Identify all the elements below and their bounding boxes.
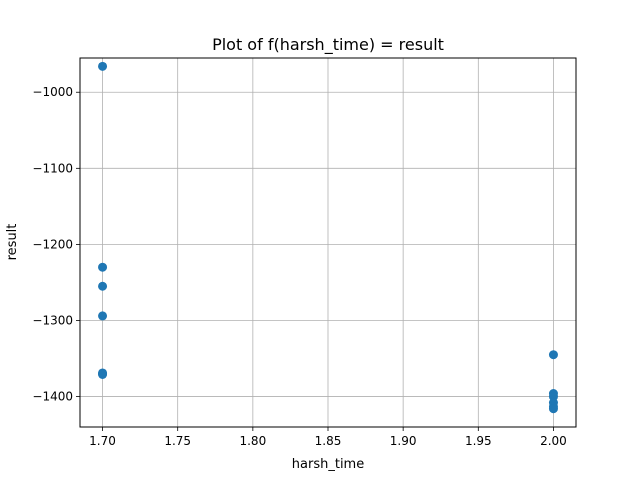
chart-title: Plot of f(harsh_time) = result xyxy=(212,35,444,55)
x-axis-ticks: 1.70 1.75 1.80 1.85 1.90 1.95 2.00 xyxy=(89,427,567,448)
y-tick-label: −1400 xyxy=(32,390,73,404)
grid-lines xyxy=(80,58,576,427)
x-axis-label: harsh_time xyxy=(292,457,364,472)
y-tick-label: −1300 xyxy=(32,313,73,327)
data-point xyxy=(548,350,558,360)
data-point xyxy=(98,311,108,321)
y-axis-ticks: −1400 −1300 −1200 −1100 −1000 xyxy=(32,85,80,404)
data-point xyxy=(548,404,558,414)
data-point xyxy=(98,262,108,272)
data-point xyxy=(98,281,108,291)
x-tick-label: 1.70 xyxy=(89,434,116,448)
data-points xyxy=(98,61,558,414)
x-tick-label: 1.95 xyxy=(465,434,492,448)
y-axis-label: result xyxy=(5,224,20,261)
y-tick-label: −1200 xyxy=(32,237,73,251)
x-tick-label: 1.80 xyxy=(239,434,266,448)
y-tick-label: −1100 xyxy=(32,161,73,175)
x-tick-label: 2.00 xyxy=(540,434,567,448)
x-tick-label: 1.85 xyxy=(315,434,342,448)
x-tick-label: 1.90 xyxy=(390,434,417,448)
x-tick-label: 1.75 xyxy=(164,434,191,448)
data-point xyxy=(98,61,108,71)
data-point xyxy=(98,370,108,380)
y-tick-label: −1000 xyxy=(32,85,73,99)
